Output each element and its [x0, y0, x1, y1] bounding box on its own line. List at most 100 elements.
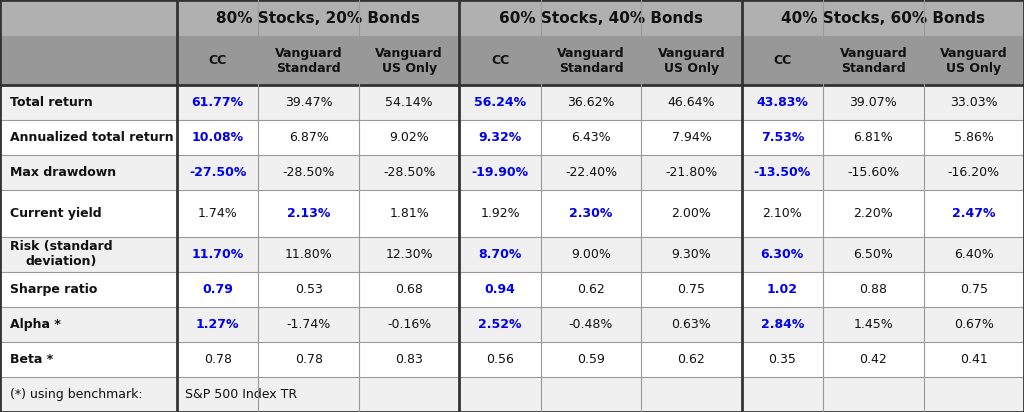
Bar: [177, 272, 258, 307]
Bar: [258, 120, 358, 155]
Text: 56.24%: 56.24%: [474, 96, 526, 109]
Text: 0.83: 0.83: [395, 353, 423, 366]
Text: 39.47%: 39.47%: [285, 96, 333, 109]
Text: 0.68: 0.68: [395, 283, 423, 296]
Text: 9.30%: 9.30%: [672, 248, 712, 261]
Bar: [823, 237, 924, 272]
Text: 7.94%: 7.94%: [672, 131, 712, 144]
Bar: [541, 85, 641, 120]
Text: Max drawdown: Max drawdown: [10, 166, 117, 179]
Text: -27.50%: -27.50%: [189, 166, 247, 179]
Bar: [924, 237, 1024, 272]
Bar: [641, 377, 741, 412]
Text: Alpha *: Alpha *: [10, 318, 61, 331]
Bar: [924, 377, 1024, 412]
Bar: [358, 85, 460, 120]
Bar: [823, 155, 924, 190]
Bar: [823, 342, 924, 377]
Bar: [258, 307, 358, 342]
Text: CC: CC: [490, 54, 509, 67]
Bar: [741, 120, 823, 155]
Text: CC: CC: [209, 54, 227, 67]
Bar: [460, 190, 541, 237]
Text: Beta *: Beta *: [10, 353, 53, 366]
Text: Total return: Total return: [10, 96, 93, 109]
Bar: [460, 0, 741, 37]
Bar: [924, 190, 1024, 237]
Bar: [741, 190, 823, 237]
Bar: [924, 307, 1024, 342]
Bar: [641, 307, 741, 342]
Bar: [924, 342, 1024, 377]
Bar: [358, 307, 460, 342]
Bar: [177, 190, 258, 237]
Text: 54.14%: 54.14%: [385, 96, 433, 109]
Bar: [741, 272, 823, 307]
Bar: [541, 377, 641, 412]
Bar: [0, 155, 177, 190]
Bar: [741, 342, 823, 377]
Bar: [177, 85, 258, 120]
Text: 9.32%: 9.32%: [478, 131, 521, 144]
Bar: [0, 0, 177, 37]
Bar: [0, 272, 177, 307]
Bar: [741, 155, 823, 190]
Text: Vanguard
US Only: Vanguard US Only: [376, 47, 443, 75]
Bar: [924, 155, 1024, 190]
Bar: [460, 342, 541, 377]
Text: 0.94: 0.94: [484, 283, 515, 296]
Text: 0.88: 0.88: [859, 283, 887, 296]
Text: 2.30%: 2.30%: [569, 207, 612, 220]
Bar: [641, 342, 741, 377]
Text: 1.02: 1.02: [767, 283, 798, 296]
Text: Vanguard
Standard: Vanguard Standard: [274, 47, 342, 75]
Text: 2.10%: 2.10%: [763, 207, 802, 220]
Text: -28.50%: -28.50%: [383, 166, 435, 179]
Text: 0.79: 0.79: [203, 283, 233, 296]
Bar: [0, 85, 177, 120]
Bar: [741, 307, 823, 342]
Text: -1.74%: -1.74%: [287, 318, 331, 331]
Bar: [358, 272, 460, 307]
Bar: [741, 85, 823, 120]
Text: 2.52%: 2.52%: [478, 318, 522, 331]
Text: 6.40%: 6.40%: [954, 248, 993, 261]
Text: Vanguard
US Only: Vanguard US Only: [940, 47, 1008, 75]
Text: 11.70%: 11.70%: [191, 248, 244, 261]
Bar: [0, 120, 177, 155]
Bar: [924, 120, 1024, 155]
Text: -19.90%: -19.90%: [471, 166, 528, 179]
Text: 43.83%: 43.83%: [757, 96, 808, 109]
Bar: [823, 272, 924, 307]
Text: 2.84%: 2.84%: [761, 318, 804, 331]
Text: S&P 500 Index TR: S&P 500 Index TR: [185, 388, 297, 401]
Text: 7.53%: 7.53%: [761, 131, 804, 144]
Text: 6.81%: 6.81%: [853, 131, 893, 144]
Bar: [741, 37, 823, 85]
Text: -22.40%: -22.40%: [565, 166, 617, 179]
Bar: [823, 37, 924, 85]
Bar: [358, 377, 460, 412]
Text: 2.47%: 2.47%: [952, 207, 995, 220]
Bar: [460, 272, 541, 307]
Bar: [741, 0, 1024, 37]
Text: 2.00%: 2.00%: [672, 207, 712, 220]
Bar: [358, 237, 460, 272]
Text: -15.60%: -15.60%: [847, 166, 899, 179]
Bar: [741, 237, 823, 272]
Text: 1.81%: 1.81%: [389, 207, 429, 220]
Bar: [258, 85, 358, 120]
Text: 10.08%: 10.08%: [191, 131, 244, 144]
Bar: [541, 120, 641, 155]
Text: 12.30%: 12.30%: [385, 248, 433, 261]
Bar: [823, 120, 924, 155]
Text: 8.70%: 8.70%: [478, 248, 521, 261]
Bar: [460, 237, 541, 272]
Text: Vanguard
Standard: Vanguard Standard: [557, 47, 625, 75]
Bar: [541, 342, 641, 377]
Text: Sharpe ratio: Sharpe ratio: [10, 283, 97, 296]
Text: (*) using benchmark:: (*) using benchmark:: [10, 388, 143, 401]
Bar: [177, 155, 258, 190]
Text: 9.02%: 9.02%: [389, 131, 429, 144]
Text: 2.13%: 2.13%: [287, 207, 331, 220]
